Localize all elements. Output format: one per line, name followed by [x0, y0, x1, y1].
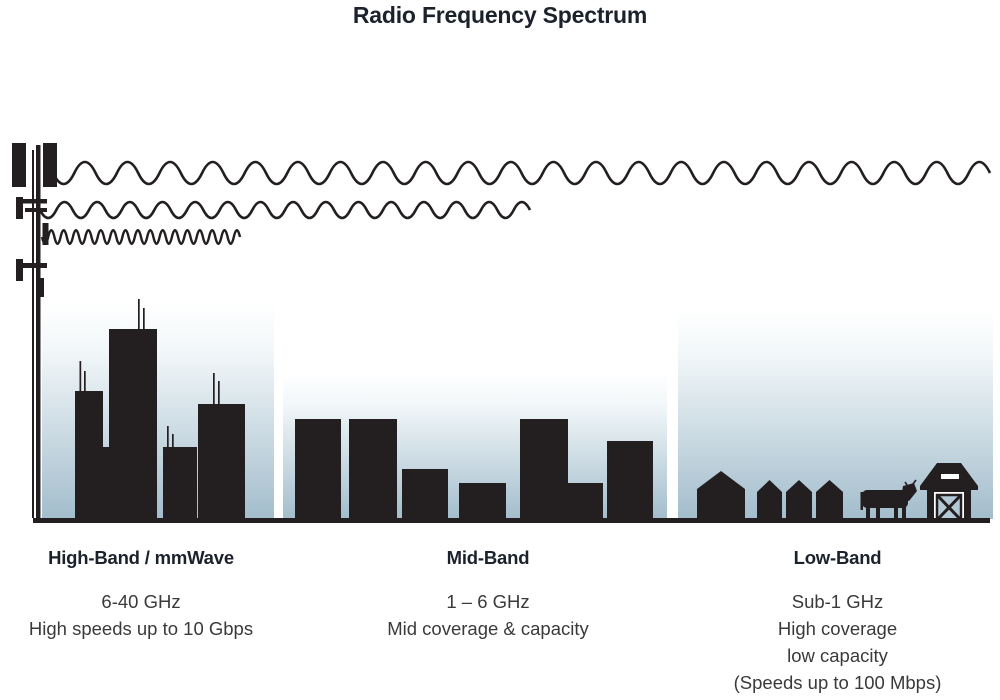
- band-label-high: High-Band / mmWave 6-40 GHz High speeds …: [0, 547, 282, 642]
- barn-icon: [920, 463, 978, 522]
- band-description-low3: (Speeds up to 100 Mbps): [733, 672, 942, 693]
- band-name-low: Low-Band: [793, 547, 882, 568]
- band-frequency-low: Sub-1 GHz: [791, 591, 884, 612]
- page-title: Radio Frequency Spectrum: [352, 2, 648, 28]
- rural-houses-icon: [697, 471, 843, 520]
- short-wavelength-wave-icon: [40, 229, 242, 245]
- ground-line: [33, 518, 990, 523]
- band-frequency-high: 6-40 GHz: [101, 591, 181, 612]
- radio-waves: [38, 160, 992, 245]
- band-name-mid: Mid-Band: [446, 547, 530, 568]
- long-wavelength-wave-icon: [51, 160, 992, 186]
- cell-tower-icon: [12, 143, 57, 518]
- band-label-low: Low-Band Sub-1 GHz High coverage low cap…: [685, 547, 990, 696]
- band-name-high: High-Band / mmWave: [48, 547, 234, 568]
- cow-icon: [860, 479, 917, 519]
- band-description-low2: low capacity: [787, 645, 888, 666]
- band-description-low1: High coverage: [777, 618, 898, 639]
- city-skyscrapers-icon: [75, 299, 245, 520]
- midrise-buildings-icon: [295, 419, 653, 520]
- medium-wavelength-wave-icon: [38, 200, 532, 220]
- band-label-mid: Mid-Band 1 – 6 GHz Mid coverage & capaci…: [346, 547, 630, 642]
- band-description-high: High speeds up to 10 Gbps: [28, 618, 254, 639]
- band-description-mid: Mid coverage & capacity: [387, 618, 589, 639]
- band-frequency-mid: 1 – 6 GHz: [446, 591, 530, 612]
